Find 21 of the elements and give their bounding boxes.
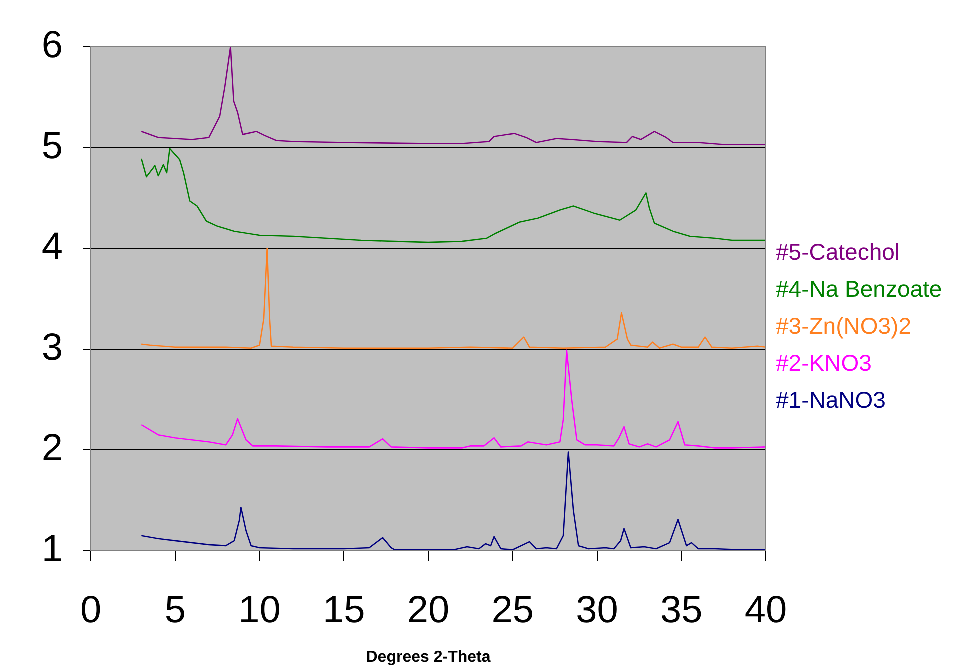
x-tick-label: 0 xyxy=(80,589,102,632)
y-tick-label: 3 xyxy=(42,326,63,369)
y-tick-label: 4 xyxy=(42,226,63,268)
x-tick-label: 25 xyxy=(492,589,534,632)
text: #2-KNO3 xyxy=(776,349,873,378)
x-tick-label: 30 xyxy=(576,589,618,632)
text: #5-Catechol xyxy=(776,238,902,267)
series-label: #4-Na Benzoate xyxy=(776,275,942,304)
text: #1-NaNO3 xyxy=(776,386,887,415)
x-tick-label: 10 xyxy=(238,589,281,632)
series-label: #3-Zn(NO3)2 xyxy=(776,312,912,341)
x-tick-label: 35 xyxy=(660,589,703,632)
y-tick-label: 1 xyxy=(42,528,63,570)
y-tick-label: 2 xyxy=(42,428,63,470)
x-tick-label: 15 xyxy=(322,589,366,632)
y-tick-label: 6 xyxy=(42,24,63,66)
x-tick-label: 40 xyxy=(744,589,788,632)
y-tick-label: 5 xyxy=(42,125,63,168)
x-tick-label: 20 xyxy=(407,589,450,632)
x-axis-title: Degrees 2-Theta xyxy=(366,648,491,666)
x-tick-label: 5 xyxy=(164,589,186,632)
